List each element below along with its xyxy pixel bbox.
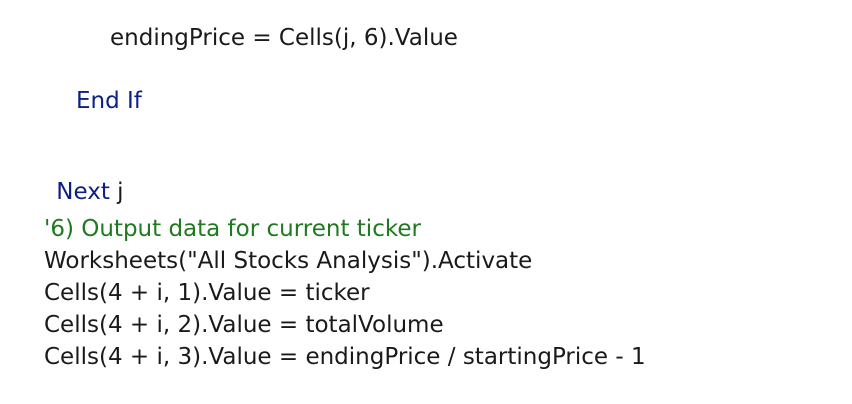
code-comment-output-data: '6) Output data for current ticker [44,216,421,242]
code-line-next-j: Next j [27,150,124,234]
code-line-cells-return: Cells(4 + i, 3).Value = endingPrice / st… [44,344,646,370]
code-line-end-if: End If [76,88,142,114]
next-variable: j [109,179,124,205]
next-keyword: Next [56,179,110,205]
code-line-worksheets-activate: Worksheets("All Stocks Analysis").Activa… [44,248,533,274]
code-line-cells-volume: Cells(4 + i, 2).Value = totalVolume [44,312,444,338]
code-line-ending-price: endingPrice = Cells(j, 6).Value [110,25,458,51]
code-line-cells-ticker: Cells(4 + i, 1).Value = ticker [44,280,370,306]
